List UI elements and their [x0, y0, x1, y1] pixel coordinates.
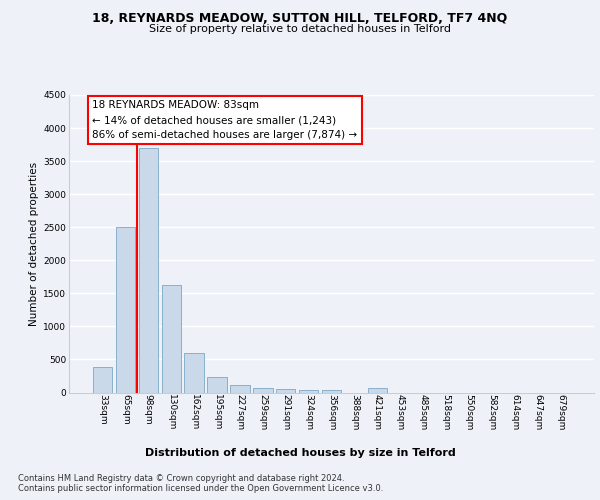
Text: 18 REYNARDS MEADOW: 83sqm
← 14% of detached houses are smaller (1,243)
86% of se: 18 REYNARDS MEADOW: 83sqm ← 14% of detac…: [92, 100, 358, 140]
Bar: [184, 353, 204, 393]
Bar: [276, 389, 295, 392]
Bar: [139, 148, 158, 392]
Bar: [299, 390, 319, 392]
Bar: [322, 390, 341, 392]
Bar: [161, 286, 181, 393]
Text: 18, REYNARDS MEADOW, SUTTON HILL, TELFORD, TF7 4NQ: 18, REYNARDS MEADOW, SUTTON HILL, TELFOR…: [92, 12, 508, 26]
Y-axis label: Number of detached properties: Number of detached properties: [29, 162, 39, 326]
Bar: [230, 385, 250, 392]
Text: Size of property relative to detached houses in Telford: Size of property relative to detached ho…: [149, 24, 451, 34]
Bar: [368, 388, 387, 392]
Bar: [93, 368, 112, 392]
Text: Distribution of detached houses by size in Telford: Distribution of detached houses by size …: [145, 448, 455, 458]
Text: Contains HM Land Registry data © Crown copyright and database right 2024.
Contai: Contains HM Land Registry data © Crown c…: [18, 474, 383, 494]
Bar: [116, 227, 135, 392]
Bar: [208, 378, 227, 392]
Bar: [253, 388, 272, 392]
